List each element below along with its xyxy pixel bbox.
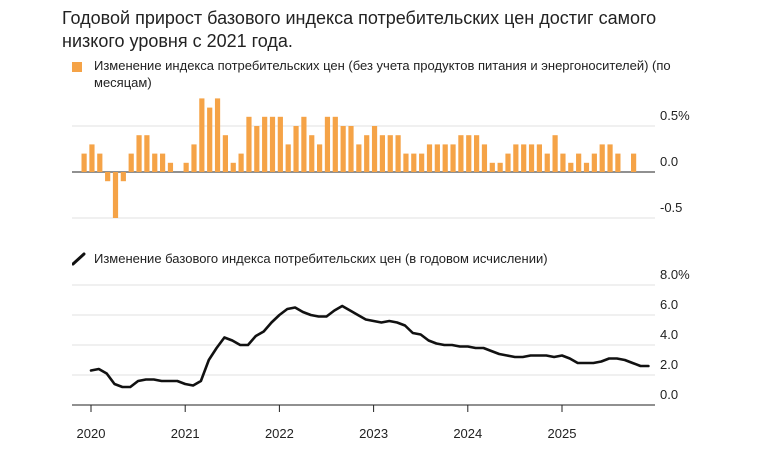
annual-line-chart: 8.0% 6.0 4.0 2.0 0.0 2020 2021 2022 2023 2024 2025 (72, 267, 690, 441)
bar (301, 116, 307, 172)
bar (466, 135, 472, 172)
bar (371, 126, 378, 172)
bar (419, 153, 425, 172)
line-y-tick-label: 6.0 (660, 297, 678, 312)
bar (576, 153, 582, 172)
x-axis-tick-label: 2023 (359, 426, 388, 441)
bar (434, 144, 440, 172)
bar (136, 135, 142, 172)
line-y-tick-label: 8.0% (660, 267, 690, 282)
bar (207, 107, 213, 172)
bar (167, 162, 174, 172)
bar (112, 172, 119, 218)
bar (568, 162, 574, 172)
bar (246, 116, 252, 172)
legend-monthly-core-cpi: Изменение индекса потребительских цен (б… (72, 57, 712, 91)
bar (238, 153, 244, 172)
bar (631, 153, 637, 172)
bar (340, 126, 346, 172)
bar (411, 153, 417, 172)
bar (97, 153, 103, 172)
bar (583, 162, 590, 172)
bar (191, 144, 197, 172)
bar (364, 135, 370, 172)
x-axis-tick-label: 2025 (548, 426, 577, 441)
bar (607, 144, 613, 172)
bar-y-tick-label: 0.0 (660, 154, 678, 169)
bar-y-tick-label: 0.5% (660, 108, 690, 123)
line-y-tick-label: 2.0 (660, 357, 678, 372)
x-axis-tick-label: 2020 (77, 426, 106, 441)
bar (395, 135, 401, 172)
bar (591, 153, 597, 172)
bar (152, 153, 158, 172)
annual-core-cpi-line (89, 304, 650, 389)
bar (426, 144, 433, 172)
bar (544, 153, 550, 172)
bar (199, 98, 205, 172)
bar (230, 162, 236, 172)
bar (450, 144, 456, 172)
bar (552, 135, 558, 172)
legend-line-swatch-icon (72, 252, 86, 266)
bar (293, 126, 299, 172)
legend-annual-label: Изменение базового индекса потребительск… (94, 251, 548, 266)
bar (356, 144, 362, 172)
bar (332, 116, 338, 172)
bar (599, 144, 605, 172)
bar (458, 135, 464, 172)
line-y-tick-label: 4.0 (660, 327, 678, 342)
bar (285, 144, 291, 172)
line-y-tick-label: 0.0 (660, 387, 678, 402)
bar (403, 153, 409, 172)
x-axis-tick-label: 2024 (453, 426, 482, 441)
bar (183, 162, 189, 172)
bar (144, 135, 150, 172)
bar (214, 98, 221, 172)
chart-title: Годовой прирост базового индекса потреби… (62, 8, 657, 51)
bar (536, 144, 542, 172)
bar (379, 135, 385, 172)
bar (348, 126, 354, 172)
bar (128, 153, 134, 172)
legend-annual-core-cpi: Изменение базового индекса потребительск… (72, 250, 712, 267)
bar (489, 162, 495, 172)
bar (262, 116, 268, 172)
bar (81, 153, 87, 172)
bar (505, 153, 511, 172)
bar-y-tick-label: -0.5 (660, 200, 682, 215)
legend-monthly-label: Изменение индекса потребительских цен (б… (94, 58, 671, 90)
bar (560, 153, 566, 172)
bar (497, 162, 503, 172)
bar (615, 153, 621, 172)
bar (387, 135, 393, 172)
x-axis-tick-label: 2021 (171, 426, 200, 441)
bar (105, 172, 111, 182)
bar (324, 116, 331, 172)
x-axis-tick-label: 2022 (265, 426, 294, 441)
bar (474, 135, 480, 172)
bar (269, 116, 276, 172)
legend-bar-swatch (72, 62, 82, 72)
bar (254, 126, 260, 172)
bar (222, 135, 228, 172)
bar (442, 144, 448, 172)
bar (317, 144, 323, 172)
bar (481, 144, 488, 172)
bar (528, 144, 535, 172)
bar (277, 116, 283, 172)
monthly-bar-chart: 0.5% 0.0 -0.5 (72, 98, 690, 219)
bar (513, 144, 519, 172)
bar (521, 144, 527, 172)
bar (160, 153, 166, 172)
bar (89, 144, 95, 172)
bar (309, 135, 315, 172)
bar (120, 172, 126, 182)
